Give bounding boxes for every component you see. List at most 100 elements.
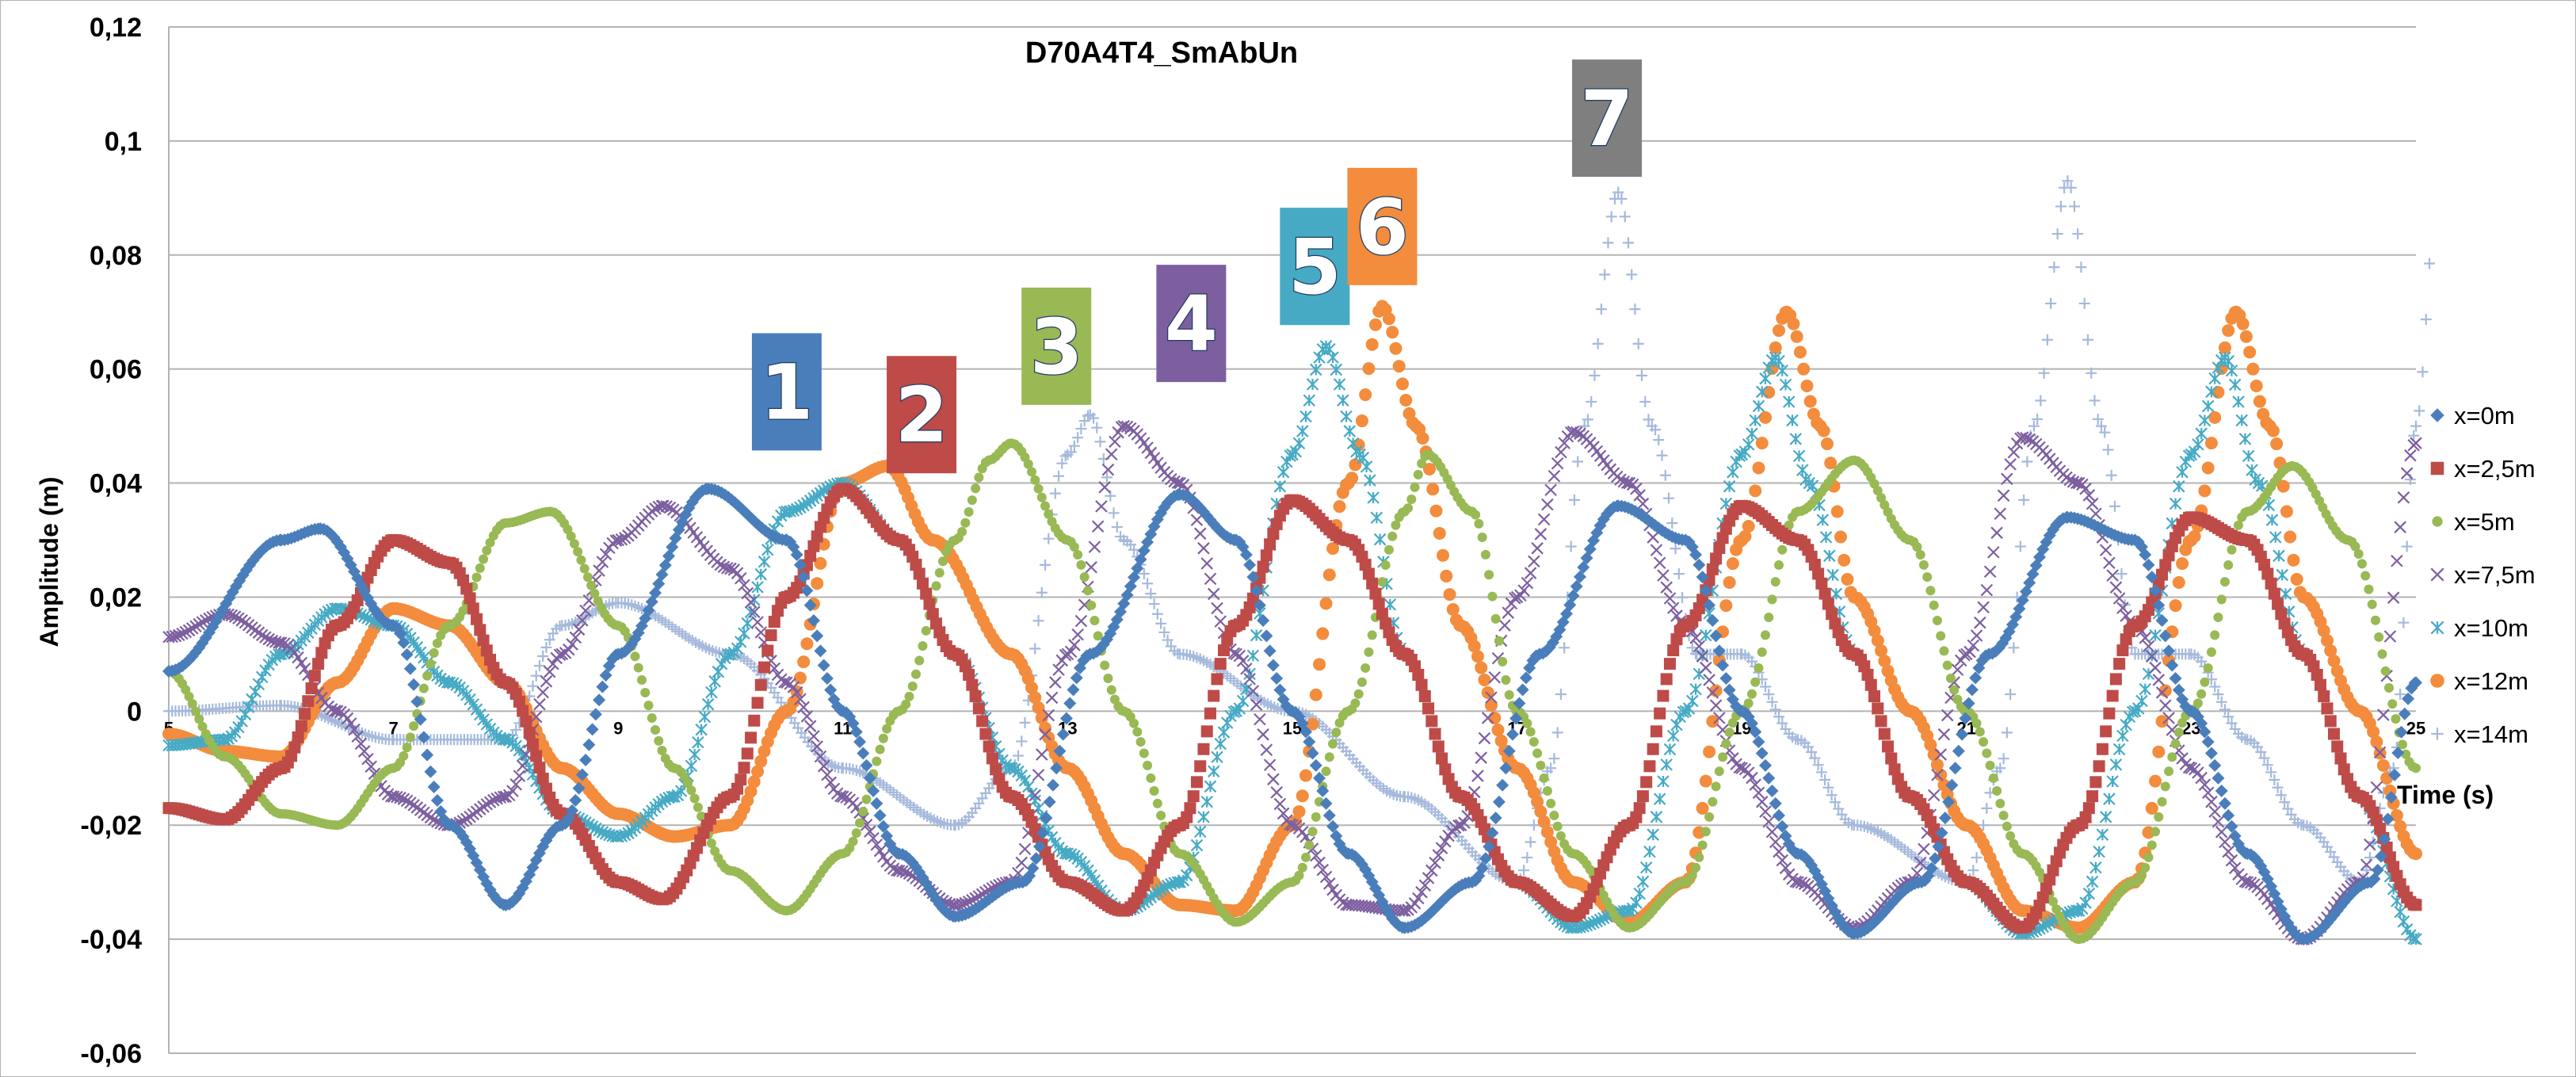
series-marker [1758, 758, 1772, 772]
series-marker [1670, 543, 1681, 555]
series-marker [967, 495, 977, 506]
legend-label: x=10m [2454, 614, 2528, 642]
series-marker [1924, 738, 1937, 751]
series-marker [1759, 681, 1771, 693]
series-marker [1800, 379, 1814, 392]
series-marker [2112, 592, 2126, 605]
series-marker [1981, 802, 1993, 814]
series-marker [1930, 758, 1944, 771]
series-marker [2318, 690, 2330, 703]
series-marker [754, 567, 768, 581]
series-marker [647, 712, 657, 723]
series-marker [1333, 378, 1346, 391]
series-marker [1602, 237, 1614, 249]
series-marker [1696, 801, 1709, 815]
series-marker [471, 613, 483, 625]
series-marker [1043, 795, 1056, 808]
series-marker [1440, 569, 1453, 582]
series-marker [1032, 769, 1045, 781]
series-marker [1211, 750, 1223, 763]
series-marker [1392, 360, 1406, 373]
series-marker [1992, 786, 2002, 796]
series-marker [1492, 795, 1506, 808]
series-marker [1830, 587, 1843, 601]
series-marker [1948, 762, 1962, 775]
series-marker [1932, 615, 1942, 625]
series-marker [1632, 338, 1644, 349]
series-marker [1481, 686, 1494, 699]
series-marker [1264, 538, 1277, 551]
series-marker [1552, 821, 1563, 831]
series-marker [1471, 650, 1484, 663]
badge-label: 6 [1356, 183, 1409, 272]
series-marker [1875, 715, 1887, 728]
series-marker [1395, 377, 1409, 391]
series-marker [1052, 663, 1065, 676]
series-marker [1766, 696, 1778, 708]
series-marker [1446, 602, 1460, 616]
y-tick-label: 0,1 [105, 127, 142, 157]
series-marker [1433, 526, 1446, 540]
series-marker [1498, 619, 1511, 632]
series-marker [2218, 341, 2231, 354]
series-marker [1471, 770, 1484, 782]
series-marker [1306, 378, 1319, 391]
series-marker [2424, 258, 2436, 269]
series-marker [2376, 758, 2390, 772]
series-marker [308, 670, 321, 682]
series-marker [1936, 631, 1946, 641]
series-marker [1036, 492, 1047, 502]
series-marker [1146, 773, 1156, 783]
series-marker [1816, 514, 1830, 526]
series-marker [2246, 362, 2260, 376]
series-marker [2086, 497, 2099, 510]
series-marker [1663, 492, 1675, 504]
series-marker [2160, 781, 2170, 792]
series-marker [803, 720, 817, 732]
series-marker [1063, 697, 1077, 710]
series-marker [741, 617, 754, 630]
series-marker [1029, 643, 1041, 655]
series-marker [1875, 644, 1888, 658]
series-marker [1592, 338, 1604, 349]
series-marker [1190, 776, 1203, 789]
series-marker [2255, 746, 2267, 758]
badge-label: 1 [761, 348, 814, 437]
series-marker [1303, 394, 1316, 407]
series-marker [1292, 437, 1306, 450]
series-marker [1693, 640, 1706, 653]
series-marker [1773, 711, 1784, 723]
series-marker [589, 708, 602, 721]
series-marker [979, 728, 992, 740]
series-marker [1998, 753, 2009, 765]
series-marker [1142, 578, 1154, 590]
series-marker [1263, 644, 1277, 658]
series-marker [1019, 716, 1031, 728]
series-marker [1776, 717, 1788, 729]
series-marker [1653, 556, 1666, 570]
series-marker [1711, 781, 1721, 792]
series-marker [2195, 427, 2208, 440]
series-marker [1639, 861, 1653, 874]
series-marker [1386, 326, 1399, 339]
data-series [162, 175, 2436, 946]
series-marker [1757, 647, 1767, 657]
series-marker [969, 690, 982, 703]
series-marker [1383, 544, 1394, 555]
series-marker [1296, 425, 1309, 437]
series-marker [1328, 739, 1338, 749]
series-marker [1764, 612, 1774, 622]
series-marker [582, 738, 596, 751]
series-marker [1204, 572, 1217, 586]
series-marker [1101, 463, 1115, 476]
series-marker [1660, 673, 1673, 686]
series-marker [1040, 559, 1051, 571]
series-marker [593, 564, 605, 577]
series-marker [1299, 410, 1312, 423]
series-marker [1752, 399, 1765, 413]
series-marker [1773, 845, 1785, 858]
series-marker [1819, 531, 1833, 544]
series-marker [1030, 475, 1040, 485]
series-marker [2410, 420, 2421, 432]
series-marker [1982, 748, 1992, 758]
